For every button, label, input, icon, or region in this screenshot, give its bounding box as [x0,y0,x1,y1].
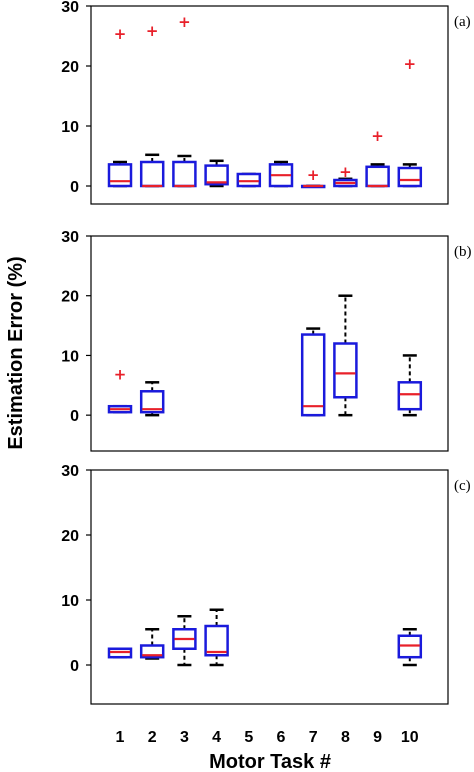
panel-1: 0 10 20 30 (a) + + + + + + + [61,0,471,205]
axes-frame [90,235,449,452]
box-iqr [236,172,262,188]
box-task-2 [139,381,165,417]
outlier-marker: + [114,25,127,43]
outlier-marker: + [339,163,352,181]
box-task-7: + [300,166,326,189]
box-task-10 [397,354,423,417]
outlier-marker: + [404,55,417,73]
box-iqr [204,164,229,186]
box-iqr [172,160,197,188]
y-tick-label: 10 [61,348,79,365]
x-tick-label: 5 [244,729,253,746]
panel-label: (a) [454,14,471,30]
box-iqr [333,342,358,399]
box-iqr [139,390,165,414]
x-tick-label: 10 [401,729,419,746]
outlier-marker: + [114,365,127,383]
outlier-marker: + [146,22,159,40]
x-tick-label: 9 [373,729,382,746]
x-tick-label: 7 [309,729,318,746]
y-tick-label: 0 [70,408,79,425]
panel-label: (c) [454,478,471,494]
box-iqr [397,381,423,411]
axes-frame [90,5,449,205]
box-task-5 [236,172,262,188]
x-tick-label: 1 [116,729,125,746]
panel-label: (b) [454,244,472,260]
y-tick-label: 10 [61,119,79,136]
box-task-10 [397,628,423,667]
x-axis-label: Motor Task # [209,751,331,772]
box-task-10: + [397,55,423,188]
y-tick-label: 0 [70,179,79,196]
box-task-9: + [365,127,390,188]
x-tick-label: 4 [212,729,221,746]
box-task-1: + [107,365,133,414]
panel-3: 0 10 20 30 (c) 1 2 3 4 5 6 7 8 9 10 [61,463,470,746]
x-tick-label: 8 [341,729,350,746]
outlier-marker: + [307,166,320,184]
box-task-7 [300,327,326,417]
y-tick-label: 20 [61,289,79,306]
box-task-8: + [333,163,358,188]
y-tick-label: 20 [61,59,79,76]
box-iqr [139,160,165,188]
box-task-3: + [172,13,197,188]
y-tick-label: 30 [61,463,79,480]
x-tick-label: 3 [180,729,189,746]
box-iqr [107,163,133,188]
axes-frame [90,469,449,705]
box-task-4 [204,159,229,188]
y-tick-label: 0 [70,658,79,675]
y-tick-label: 30 [61,0,79,16]
box-iqr [397,166,423,188]
box-iqr [204,624,229,657]
box-iqr [139,644,165,659]
y-tick-label: 20 [61,528,79,545]
box-task-2: + [139,22,165,188]
box-task-2 [139,628,165,660]
box-task-4 [204,608,229,667]
box-task-8 [333,294,358,417]
box-task-1: + [107,25,133,188]
box-iqr [365,165,390,188]
y-axis-label: Estimation Error (%) [5,256,27,449]
x-tick-label: 6 [277,729,286,746]
y-tick-label: 30 [61,229,79,246]
y-tick-label: 10 [61,593,79,610]
outlier-marker: + [371,127,384,145]
box-task-1 [107,647,133,659]
panel-2: 0 10 20 30 (b) + [61,229,472,452]
box-iqr [300,333,326,417]
box-task-6 [268,160,294,188]
x-tick-label: 2 [148,729,157,746]
box-task-3 [172,615,197,667]
outlier-marker: + [178,13,191,31]
